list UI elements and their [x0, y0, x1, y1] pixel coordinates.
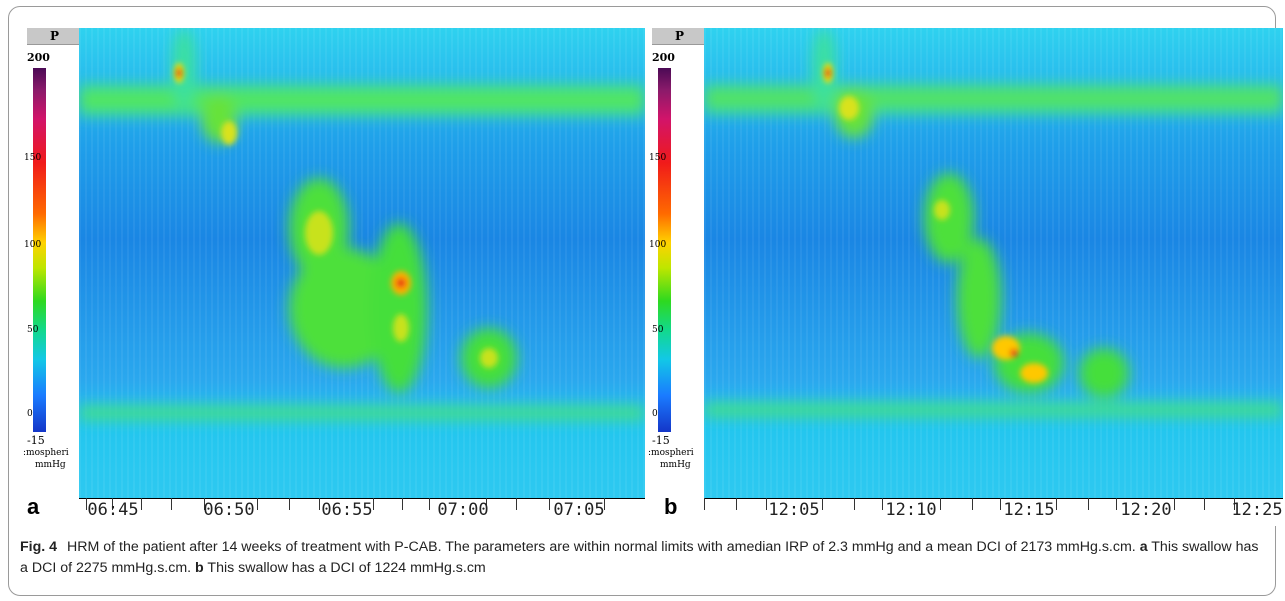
- time-label-b-1: 12:05: [768, 500, 820, 520]
- pressure-peak-ues-a: [176, 68, 182, 78]
- peristalsis-segment-a2: [371, 223, 427, 393]
- time-label-a-4: 07:00: [437, 500, 489, 520]
- time-label-a-2: 06:50: [203, 500, 255, 520]
- swallow-onset-a: [172, 28, 196, 108]
- colorbar-tick-minus15-a: -15: [27, 434, 45, 447]
- les-band-b: [704, 403, 1283, 417]
- caption-text: HRM of the patient after 14 weeks of tre…: [67, 539, 1136, 555]
- pressure-topography-a: [79, 28, 645, 498]
- colorbar-tick-200-b: 200: [652, 51, 675, 64]
- hrm-panel-a: P 200 150 100 50 0 -15 :mospheri mmHg: [23, 28, 645, 526]
- time-label-a-3: 06:55: [321, 500, 373, 520]
- colorbar-b: P 200 150 100 50 0 -15 :mospheri mmHg: [648, 28, 707, 498]
- time-axis-b: 12:05 12:10 12:15 12:20 12:25: [704, 498, 1283, 526]
- colorbar-tick-100-a: 100: [24, 240, 42, 250]
- colorbar-unit-mmhg-b: mmHg: [660, 460, 691, 470]
- caption-panel-b-text: This swallow has a DCI of 1224 mmHg.s.cm: [207, 560, 486, 576]
- colorbar-a: P 200 150 100 50 0 -15 :mospheri mmHg: [23, 28, 82, 498]
- panel-label-a: a: [27, 494, 40, 519]
- peristalsis-segment-b3: [1079, 348, 1129, 398]
- colorbar-tick-150-a: 150: [24, 153, 42, 163]
- colorbar-tick-0-a: 0: [27, 409, 33, 419]
- colorbar-tick-0-b: 0: [652, 409, 658, 419]
- pressure-topography-b: [704, 28, 1283, 498]
- colorbar-unit-atmospheric-b: :mospheri: [648, 448, 694, 458]
- caption-panel-a-letter: a: [1139, 539, 1148, 555]
- colorbar-tick-minus15-b: -15: [652, 434, 670, 447]
- colorbar-tick-100-b: 100: [649, 240, 667, 250]
- pressure-peak-ues-b: [825, 68, 831, 78]
- pressure-header-b: P: [652, 28, 707, 45]
- time-label-b-4: 12:20: [1120, 500, 1172, 520]
- figure-caption: Fig. 4 HRM of the patient after 14 weeks…: [20, 537, 1260, 579]
- colorbar-unit-mmhg-a: mmHg: [35, 460, 66, 470]
- time-label-a-5: 07:05: [553, 500, 605, 520]
- caption-panel-a-text: This swallow has a DCI of 2275 mmHg.s.cm…: [20, 539, 1259, 576]
- pressure-peak-body-b: [1010, 349, 1018, 357]
- colorbar-tick-50-b: 50: [652, 325, 664, 335]
- time-label-b-5: 12:25: [1231, 500, 1283, 520]
- colorbar-tick-50-a: 50: [27, 325, 39, 335]
- time-label-a-1: 06:45: [87, 500, 139, 520]
- colorbar-unit-atmospheric-a: :mospheri: [23, 448, 69, 458]
- pressure-header-a: P: [27, 28, 82, 45]
- figure-label: Fig. 4: [20, 539, 58, 555]
- caption-panel-b-letter: b: [195, 560, 204, 576]
- hrm-panel-b: P 200 150 100 50 0 -15 :mospheri mmHg: [648, 28, 1283, 526]
- time-axis-a: 06:45 06:50 06:55 07:00 07:05: [79, 498, 645, 526]
- les-band-a: [79, 406, 645, 420]
- time-label-b-3: 12:15: [1003, 500, 1055, 520]
- pressure-peak-body-a: [396, 278, 406, 288]
- peristalsis-segment-b1: [924, 173, 974, 263]
- colorbar-tick-150-b: 150: [649, 153, 667, 163]
- colorbar-tick-200-a: 200: [27, 51, 50, 64]
- color-scale-b: [658, 68, 671, 432]
- panel-label-b: b: [664, 494, 678, 519]
- time-label-b-2: 12:10: [885, 500, 937, 520]
- color-scale-a: [33, 68, 46, 432]
